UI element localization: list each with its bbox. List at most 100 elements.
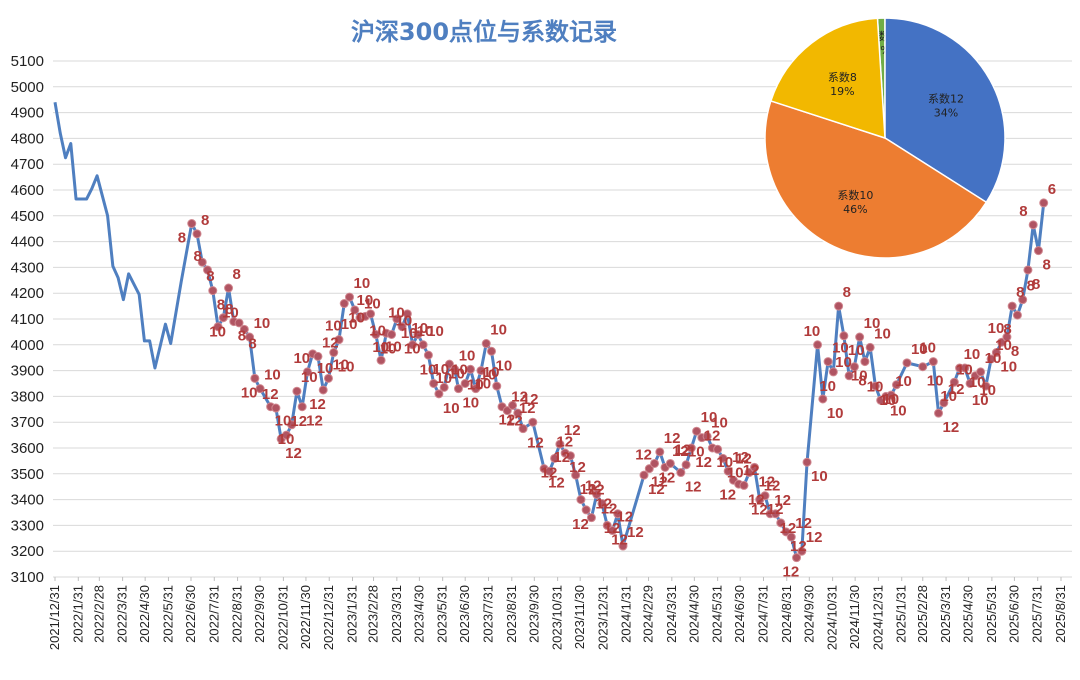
data-point-label: 10 [209,324,226,341]
pie-slice-label: 系数10 [837,189,873,202]
data-point-label: 12 [674,441,691,458]
data-point-label: 10 [459,347,476,364]
data-point-marker [350,305,360,315]
x-tick-label: 2023/9/30 [526,585,541,643]
data-point-label: 12 [527,435,544,452]
data-point-label: 12 [564,422,581,439]
data-point-marker [565,451,575,461]
x-tick-label: 2022/12/31 [321,585,336,650]
data-point-marker [960,363,970,373]
data-point-marker [371,329,381,339]
x-tick-label: 2024/5/31 [710,585,725,643]
data-point-marker [329,348,339,358]
x-tick-label: 2023/4/30 [411,585,426,643]
data-point-label: 10 [490,322,507,339]
data-point-label: 10 [995,337,1012,354]
x-tick-label: 2022/7/31 [206,585,221,643]
chart-title: 沪深300点位与系数记录 [351,18,617,46]
data-point-label: 10 [972,392,989,409]
data-point-marker [760,491,770,501]
data-point-label: 8 [1042,257,1050,274]
data-point-marker [250,373,260,383]
data-point-label: 10 [301,369,318,386]
data-point-label: 10 [496,357,513,374]
y-tick-label: 5000 [11,79,44,96]
data-point-marker [513,408,523,418]
data-point-label: 12 [659,469,676,486]
data-point-label: 10 [964,346,981,363]
data-point-label: 10 [432,361,449,378]
data-point-marker [902,358,912,368]
y-tick-label: 4800 [11,130,44,147]
data-point-label: 10 [396,312,413,329]
data-point-label: 12 [588,481,605,498]
data-point-marker [476,366,486,376]
data-point-label: 10 [711,414,728,431]
data-point-marker [607,526,617,536]
y-tick-label: 4500 [11,208,44,225]
data-point-label: 8 [206,268,214,285]
data-point-marker [487,346,497,356]
data-point-label: 10 [956,362,973,379]
y-tick-label: 5100 [11,53,44,70]
data-point-marker [555,439,565,449]
data-point-label: 12 [611,531,628,548]
data-point-marker [676,468,686,478]
data-point-label: 12 [595,496,612,513]
data-point-marker [224,283,234,293]
data-point-marker [465,364,475,374]
data-point-marker [702,431,712,441]
pie-slice-percent: 34% [934,106,958,119]
data-point-marker [792,553,802,563]
y-tick-label: 4000 [11,337,44,354]
data-point-marker [986,354,996,364]
data-point-label: 12 [780,520,797,537]
data-point-marker [776,518,786,528]
data-point-marker [313,351,323,361]
data-point-marker [723,466,733,476]
data-point-marker [376,355,386,365]
data-point-label: 12 [511,389,528,406]
data-point-label: 10 [851,368,868,385]
x-tick-label: 2022/8/31 [230,585,245,643]
data-point-label: 10 [985,350,1002,367]
x-tick-label: 2023/7/31 [481,585,496,643]
data-point-marker [518,424,528,434]
x-tick-label: 2023/3/31 [389,585,404,643]
data-point-marker [786,532,796,542]
data-point-label: 12 [758,473,775,490]
x-tick-label: 2022/6/30 [183,585,198,643]
data-point-marker [418,340,428,350]
data-point-marker [239,324,249,334]
data-point-label: 10 [278,431,295,448]
data-point-label: 12 [774,492,791,509]
data-point-marker [939,398,949,408]
x-tick-label: 2024/1/31 [619,585,634,643]
data-point-label: 8 [1011,343,1019,360]
data-point-marker [481,339,491,349]
data-point-label: 8 [233,266,241,283]
data-point-marker [1039,198,1049,208]
x-tick-label: 2023/8/31 [504,585,519,643]
data-point-marker [318,385,328,395]
data-point-label: 12 [585,478,602,495]
pie-slice [764,99,988,259]
data-point-label: 8 [843,284,851,301]
x-tick-label: 2025/3/31 [938,585,953,643]
data-point-label: 12 [262,386,279,403]
data-point-marker [392,314,402,324]
data-point-label: 10 [467,377,484,394]
data-point-label: 12 [790,538,807,555]
x-tick-label: 2023/6/30 [457,585,472,643]
x-tick-label: 2024/2/29 [641,585,656,643]
data-point-marker [870,381,880,391]
data-point-marker [413,329,423,339]
data-point-marker [234,318,244,328]
x-tick-label: 2022/10/31 [275,585,290,650]
data-point-marker [429,379,439,388]
data-point-marker [886,390,896,400]
data-point-marker [287,420,297,430]
data-point-label: 10 [701,409,718,426]
y-tick-label: 3400 [11,492,44,509]
